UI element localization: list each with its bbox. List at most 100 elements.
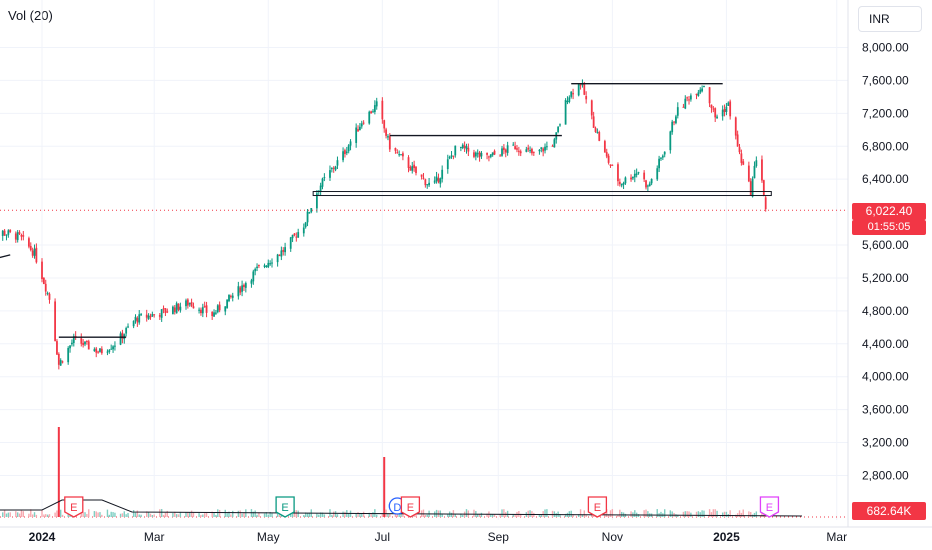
candle-body xyxy=(108,350,111,352)
grid xyxy=(0,0,848,520)
candle-body xyxy=(1,230,4,237)
candle-body xyxy=(529,150,531,152)
candle-body xyxy=(448,156,451,159)
candle-body xyxy=(254,268,257,272)
earnings-marker xyxy=(400,496,421,518)
event-label: E xyxy=(70,502,77,514)
candle-body xyxy=(727,102,730,106)
volume-bar xyxy=(374,509,376,517)
candle-body xyxy=(710,104,713,109)
volume-bar xyxy=(226,513,228,517)
volume-spike xyxy=(383,457,386,517)
candle-body xyxy=(663,151,666,155)
volume-bar xyxy=(688,511,690,517)
volume-bar xyxy=(389,513,391,517)
volume-bar xyxy=(189,512,191,517)
candle-body xyxy=(493,150,496,155)
volume-bar xyxy=(30,509,32,517)
volume-bar xyxy=(344,511,346,517)
candle-body xyxy=(762,180,765,196)
candle-body xyxy=(551,145,554,147)
candle-body xyxy=(31,250,34,256)
x-tick-label: Mar xyxy=(826,530,847,544)
candle-body xyxy=(660,157,662,159)
candle-body xyxy=(504,149,507,153)
candle-body xyxy=(95,348,98,353)
candle-body xyxy=(540,147,543,150)
volume-bar xyxy=(546,509,548,517)
volume-bar xyxy=(454,514,456,517)
volume-bar xyxy=(656,509,658,517)
candle-body xyxy=(428,182,430,186)
volume-bar xyxy=(721,512,724,517)
candle-body xyxy=(332,167,335,169)
volume-bar xyxy=(611,509,614,517)
volume-bar xyxy=(256,514,258,517)
volume-bar xyxy=(237,510,240,517)
volume-bar xyxy=(200,514,202,517)
candle-body xyxy=(761,159,763,181)
candle-body xyxy=(566,101,569,103)
candle-body xyxy=(632,176,634,179)
candle-body xyxy=(269,263,272,265)
candle-body xyxy=(675,116,677,124)
volume-bar xyxy=(660,511,662,517)
candle-body xyxy=(114,345,116,347)
candle-body xyxy=(127,326,129,328)
volume-bar xyxy=(695,511,698,517)
volume-bar xyxy=(591,514,593,517)
volume-bar xyxy=(361,513,363,517)
volume-bar xyxy=(529,510,531,517)
volume-bar xyxy=(559,514,561,517)
y-tick-label: 4,800.00 xyxy=(862,304,909,318)
earnings-marker xyxy=(759,496,780,518)
volume-bar xyxy=(174,511,176,517)
candle-body xyxy=(407,157,410,168)
candle-body xyxy=(736,134,739,147)
candle-body xyxy=(87,341,90,350)
volume-bar xyxy=(224,509,226,517)
volume-bar xyxy=(462,514,464,517)
candle-body xyxy=(241,285,243,292)
candle-body xyxy=(398,154,401,156)
x-tick-label: Nov xyxy=(602,530,623,544)
candle-body xyxy=(57,353,60,365)
volume-bar xyxy=(381,512,384,517)
candle-body xyxy=(388,136,391,150)
candle-body xyxy=(473,152,475,157)
candle-body xyxy=(658,158,660,169)
volume-bar xyxy=(486,513,488,517)
volume-bar xyxy=(577,514,580,517)
candle-body xyxy=(486,153,488,155)
candle-body xyxy=(607,155,610,163)
candle-body xyxy=(738,147,741,153)
volume-bar xyxy=(146,511,148,517)
volume-bar xyxy=(435,509,438,517)
candle-body xyxy=(557,126,560,133)
candle-body xyxy=(383,120,386,129)
candle-body xyxy=(751,178,754,197)
volume-bar xyxy=(95,511,97,517)
volume-bar xyxy=(697,511,700,517)
currency-button[interactable]: INR xyxy=(858,6,922,32)
candle-body xyxy=(676,107,679,116)
volume-bar xyxy=(323,514,326,517)
volume-bar xyxy=(570,510,572,517)
candle-body xyxy=(321,178,324,187)
volume-bar xyxy=(712,509,715,517)
volume-bar xyxy=(271,512,273,517)
volume-bar xyxy=(362,511,365,517)
volume-bar xyxy=(132,510,135,517)
volume-bar xyxy=(106,509,109,517)
volume-bar xyxy=(108,514,111,517)
volume-bar xyxy=(147,512,150,517)
candle-body xyxy=(125,327,128,334)
candle-body xyxy=(531,148,533,154)
candle-body xyxy=(231,295,234,298)
volume-bar xyxy=(22,511,24,517)
volume-bar xyxy=(477,514,479,517)
volume-bar xyxy=(203,513,206,517)
volume-bar xyxy=(318,514,320,517)
candle-body xyxy=(598,132,601,141)
